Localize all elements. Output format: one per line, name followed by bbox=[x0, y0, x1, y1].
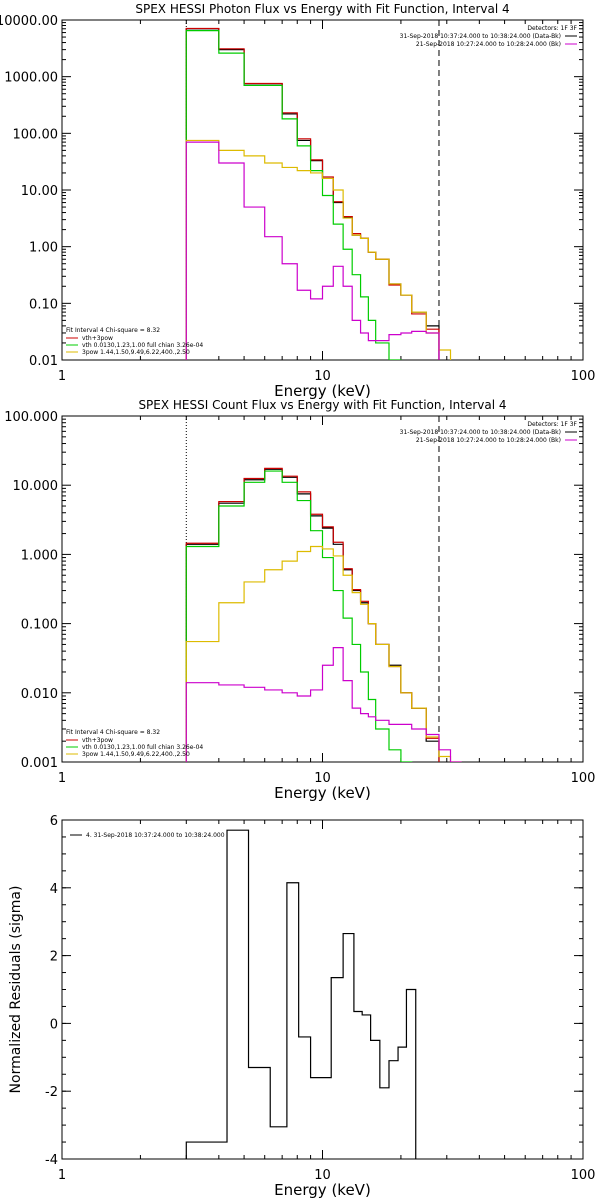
fit-legend-title: Fit Interval 4 Chi-square = 8.32 bbox=[66, 729, 160, 736]
y-tick-label: 1.000 bbox=[21, 548, 58, 563]
series-data-bk bbox=[185, 28, 440, 360]
fit-legend-text: vth+3pow bbox=[82, 335, 113, 342]
y-tick-label: 1000.00 bbox=[4, 71, 58, 86]
y-tick-label: 0.001 bbox=[21, 756, 58, 771]
residuals-panel: 1 10 100 Energy (keV) -4 -2 0 2 4 6 Normalized Res… bbox=[8, 814, 595, 1199]
x-tick-label: 10 bbox=[314, 771, 331, 786]
x-tick-label: 10 bbox=[314, 1168, 331, 1183]
legend-entry-text: 4. 31-Sep-2018 10:37:24.000 to 10:38:24.… bbox=[86, 832, 225, 839]
count-flux-panel: SPEX HESSI Count Flux vs Energy with Fit… bbox=[4, 398, 595, 802]
y-tick-label: 4 bbox=[50, 882, 58, 897]
series-group bbox=[185, 829, 417, 1159]
fit-legend-title: Fit Interval 4 Chi-square = 8.32 bbox=[66, 327, 160, 334]
y-tick-label: -4 bbox=[45, 1153, 58, 1168]
series-3pow bbox=[185, 139, 452, 360]
x-tick-label: 100 bbox=[571, 1168, 596, 1183]
plot-frame bbox=[61, 819, 584, 1160]
y-tick-label: 0.100 bbox=[21, 618, 58, 633]
y-axis-label: Normalized Residuals (sigma) bbox=[8, 886, 24, 1094]
x-tick-label: 1 bbox=[58, 771, 66, 786]
legend-entry-text: 21-Sep-2018 10:27:24.000 to 10:28:24.000… bbox=[416, 437, 561, 444]
series-bk bbox=[185, 646, 462, 762]
series-bk bbox=[185, 141, 440, 360]
legend-header: Detectors: 1F 3F bbox=[527, 25, 577, 32]
fit-legend-text: vth 0.0130,1.23,1.00 full chian 3.26e-04 bbox=[82, 342, 203, 349]
x-tick-label: 1 bbox=[58, 369, 66, 384]
x-tick-label: 1 bbox=[58, 1168, 66, 1183]
x-axis-label: Energy (keV) bbox=[274, 382, 371, 400]
y-tick-label: 100.000 bbox=[4, 410, 58, 425]
series-3pow bbox=[185, 545, 462, 762]
fit-legend-text: 3pow 1.44,1.50,9.49,6.22,400.,2.50 bbox=[82, 751, 190, 758]
y-tick-label: 6 bbox=[50, 814, 58, 829]
x-tick-label: 10 bbox=[314, 369, 331, 384]
x-axis-label: Energy (keV) bbox=[274, 784, 371, 802]
fit-legend-text: 3pow 1.44,1.50,9.49,6.22,400.,2.50 bbox=[82, 349, 190, 356]
series-group bbox=[185, 467, 462, 762]
series-vth-3pow bbox=[185, 467, 440, 762]
fit-legend-text: vth 0.0130,1.23,1.00 full chian 3.26e-04 bbox=[82, 744, 203, 751]
series-vth bbox=[185, 470, 413, 762]
y-tick-label: -2 bbox=[45, 1085, 58, 1100]
fit-legend-text: vth+3pow bbox=[82, 737, 113, 744]
y-tick-label: 10.00 bbox=[21, 184, 58, 199]
series-vth-3pow bbox=[185, 27, 440, 360]
y-tick-label: 0 bbox=[50, 1017, 58, 1032]
legend-entry-text: 31-Sep-2018 10:37:24.000 to 10:38:24.000… bbox=[400, 33, 561, 40]
photon-flux-panel: SPEX HESSI Photon Flux vs Energy with Fi… bbox=[0, 2, 595, 400]
x-tick-label: 100 bbox=[571, 771, 596, 786]
y-tick-label: 2 bbox=[50, 950, 58, 965]
y-tick-label: 0.01 bbox=[29, 354, 58, 369]
legend-entry-text: 31-Sep-2018 10:37:24.000 to 10:38:24.000… bbox=[400, 429, 561, 436]
y-tick-label: 0.10 bbox=[29, 297, 58, 312]
x-tick-label: 100 bbox=[571, 369, 596, 384]
chart-title: SPEX HESSI Photon Flux vs Energy with Fi… bbox=[135, 2, 509, 16]
series-group bbox=[185, 27, 452, 360]
y-tick-label: 0.010 bbox=[21, 687, 58, 702]
y-tick-label: 1.00 bbox=[29, 241, 58, 256]
x-axis-label: Energy (keV) bbox=[274, 1181, 371, 1199]
y-tick-label: 10.000 bbox=[13, 479, 59, 494]
plot-frame bbox=[61, 415, 584, 763]
series-vth bbox=[185, 30, 402, 360]
chart-title: SPEX HESSI Count Flux vs Energy with Fit… bbox=[138, 398, 506, 412]
y-tick-label: 100.00 bbox=[13, 127, 59, 142]
legend-entry-text: 21-Sep-2018 10:27:24.000 to 10:28:24.000… bbox=[416, 41, 561, 48]
series-4-31-sep-2018-10-37-24-000-to-10-38-24-000 bbox=[185, 829, 417, 1159]
y-tick-label: 10000.00 bbox=[0, 14, 58, 29]
legend-header: Detectors: 1F 3F bbox=[527, 421, 577, 428]
